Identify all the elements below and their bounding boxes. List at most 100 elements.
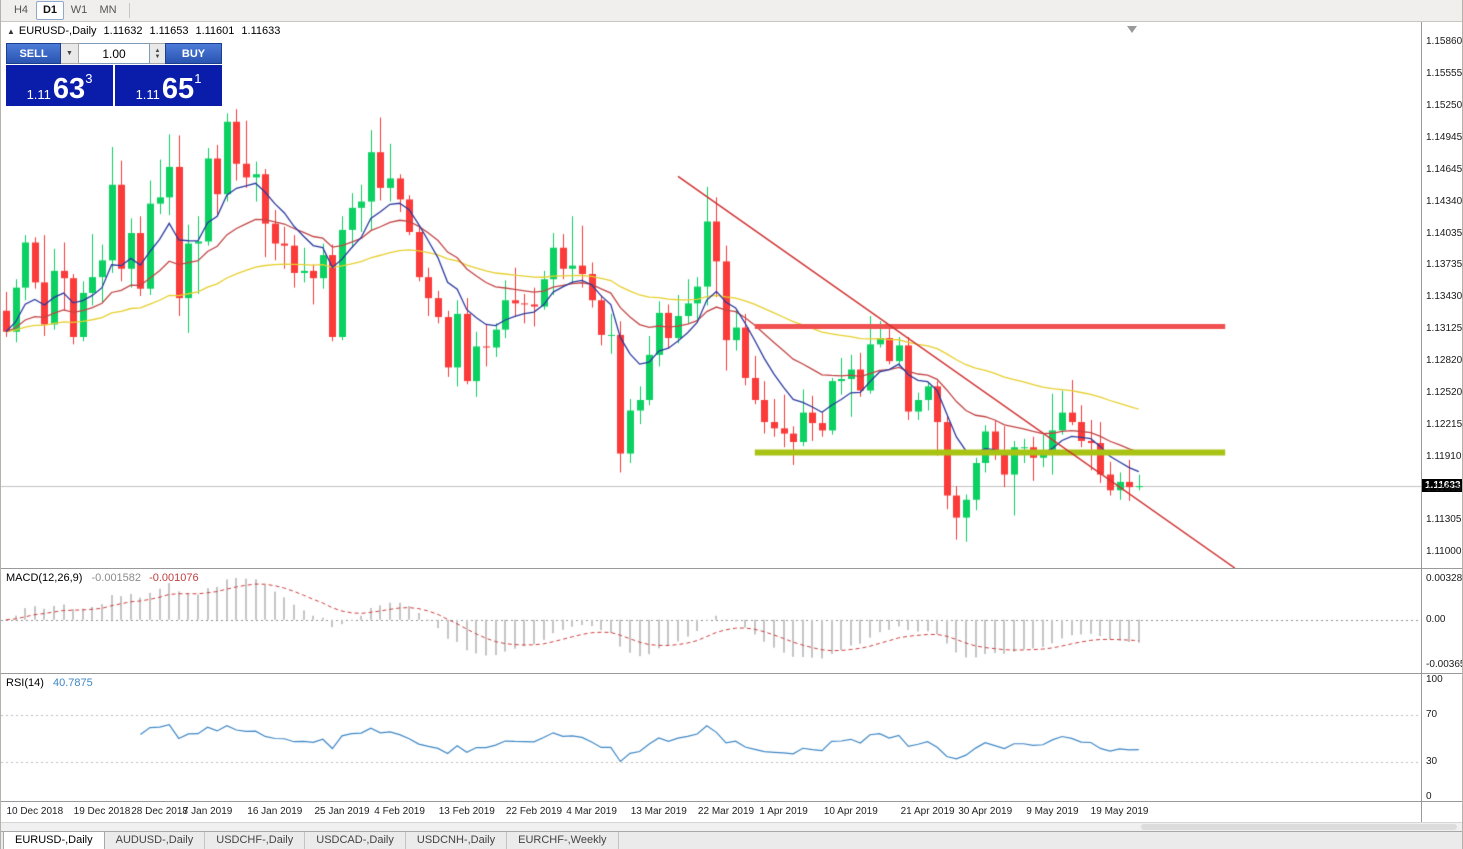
- rsi-plot: RSI(14) 40.7875: [1, 674, 1421, 801]
- ohlc-close: 1.11633: [241, 25, 281, 37]
- volume-spinner[interactable]: ▲ ▼: [150, 43, 165, 64]
- volume-value: 1.00: [102, 46, 126, 61]
- date-axis-label: 22 Mar 2019: [697, 806, 755, 817]
- price-scale-tick: 1.15250: [1426, 100, 1463, 111]
- macd-scale-tick: 0.003287: [1426, 573, 1463, 585]
- spinner-down-icon[interactable]: ▼: [154, 53, 161, 60]
- chart-symbol-label: EURUSD-,Daily: [18, 25, 97, 37]
- macd-name: MACD(12,26,9): [6, 572, 83, 584]
- timeframe-button-w1[interactable]: W1: [70, 4, 88, 16]
- rsi-panel: RSI(14) 40.7875 100 70 30 0: [1, 673, 1462, 803]
- chart-tab-eurusd-daily[interactable]: EURUSD-,Daily: [3, 832, 105, 849]
- date-axis-label: 30 Apr 2019: [958, 806, 1013, 817]
- price-scale-tick: 1.11000: [1426, 546, 1462, 558]
- price-scale-tick: 1.14340: [1426, 195, 1463, 207]
- date-axis-label: 13 Feb 2019: [438, 806, 495, 817]
- rsi-label: RSI(14) 40.7875: [6, 677, 93, 689]
- chart-header: ▲ EURUSD-,Daily 1.11632 1.11653 1.11601 …: [7, 25, 280, 37]
- rsi-value: 40.7875: [52, 677, 93, 689]
- price-scale-tick: 1.11305: [1426, 514, 1462, 526]
- volume-dropdown-icon[interactable]: ▼: [61, 43, 79, 64]
- volume-input[interactable]: 1.00: [79, 43, 150, 64]
- macd-scale-tick: 0.00: [1426, 613, 1446, 625]
- price-scale-tick: 1.15860: [1426, 35, 1463, 47]
- macd-value-2: -0.001076: [149, 572, 199, 584]
- sell-price[interactable]: 1.11 63 3: [6, 65, 113, 106]
- date-axis-label: 16 Jan 2019: [247, 806, 303, 817]
- sell-price-big: 63: [52, 73, 86, 106]
- date-axis-label: 19 Dec 2018: [73, 806, 131, 817]
- price-scale-tick: 1.14645: [1426, 163, 1463, 175]
- date-axis-label: 9 May 2019: [1026, 806, 1079, 817]
- date-axis[interactable]: 10 Dec 2018 19 Dec 2018 28 Dec 2018 7 Jan 2…: [1, 802, 1421, 822]
- rsi-scale-tick: 0: [1426, 791, 1432, 803]
- main-chart-canvas[interactable]: [1, 22, 1421, 568]
- one-click-trading-panel: SELL ▼ 1.00 ▲ ▼ BUY 1.11 63 3 1.11: [6, 43, 222, 106]
- rsi-scale-tick: 100: [1426, 673, 1443, 685]
- date-axis-label: 10 Dec 2018: [6, 806, 64, 817]
- macd-scale-tick: -0.003659: [1426, 659, 1462, 671]
- spinner-up-icon[interactable]: ▲: [154, 47, 161, 54]
- ohlc-open: 1.11632: [103, 25, 143, 37]
- date-axis-label: 4 Feb 2019: [374, 806, 425, 817]
- price-scale-tick: 1.13125: [1426, 323, 1463, 335]
- main-chart-panel: ▲ EURUSD-,Daily 1.11632 1.11653 1.11601 …: [1, 22, 1463, 568]
- date-axis-label: 22 Feb 2019: [505, 806, 563, 817]
- current-price-tag: 1.11633: [1422, 478, 1462, 492]
- price-scale-tick: 1.12215: [1426, 418, 1463, 430]
- chart-tab-usdcad-daily[interactable]: USDCAD-,Daily: [305, 832, 406, 849]
- chart-tab-eurchf-weekly[interactable]: EURCHF-,Weekly: [507, 832, 619, 849]
- rsi-scale-tick: 30: [1426, 756, 1438, 768]
- sell-button[interactable]: SELL: [6, 43, 61, 64]
- date-axis-label: 21 Apr 2019: [900, 806, 955, 817]
- timeframe-button-d1[interactable]: D1: [36, 1, 64, 20]
- one-click-collapse-icon[interactable]: ▲: [7, 26, 15, 36]
- buy-button[interactable]: BUY: [165, 43, 222, 64]
- ohlc-high: 1.11653: [149, 25, 189, 37]
- price-scale-tick: 1.11910: [1426, 450, 1462, 462]
- buy-price-big: 65: [161, 73, 195, 106]
- price-scale-tick: 1.11605: [1426, 482, 1462, 494]
- buy-price-base: 1.11: [135, 86, 160, 102]
- chart-tab-usdcnh-daily[interactable]: USDCNH-,Daily: [406, 832, 508, 849]
- main-chart-plot: ▲ EURUSD-,Daily 1.11632 1.11653 1.11601 …: [1, 22, 1421, 568]
- macd-value-1: -0.001582: [91, 572, 142, 584]
- date-axis-label: 28 Dec 2018: [131, 806, 188, 817]
- rsi-scale-tick: 70: [1426, 709, 1438, 721]
- date-axis-label: 10 Apr 2019: [823, 806, 878, 817]
- toolbar-separator: [129, 3, 130, 18]
- buy-price-sup: 1: [194, 71, 202, 86]
- chart-tab-bar: EURUSD-,Daily AUDUSD-,Daily USDCHF-,Daily U…: [1, 831, 1462, 849]
- price-scale-tick: 1.15555: [1426, 67, 1463, 79]
- price-scale-tick: 1.14035: [1426, 227, 1463, 239]
- date-axis-row: 10 Dec 2018 19 Dec 2018 28 Dec 2018 7 Jan 2…: [1, 801, 1462, 822]
- price-scale-tick: 1.14945: [1426, 132, 1463, 144]
- chart-tab-usdchf-daily[interactable]: USDCHF-,Daily: [205, 832, 306, 849]
- sell-price-sup: 3: [85, 71, 93, 86]
- buy-price[interactable]: 1.11 65 1: [115, 65, 222, 106]
- date-axis-label: 7 Jan 2019: [182, 806, 233, 817]
- rsi-scale-axis[interactable]: 100 70 30 0: [1421, 673, 1462, 803]
- chart-shift-marker-icon: [1127, 26, 1137, 33]
- price-scale-tick: 1.12520: [1426, 386, 1463, 398]
- macd-label: MACD(12,26,9) -0.001582 -0.001076: [6, 572, 199, 584]
- macd-plot: MACD(12,26,9) -0.001582 -0.001076: [1, 569, 1421, 673]
- timeframe-toolbar: H4 D1 W1 MN: [1, 0, 1462, 22]
- hscroll-thumb[interactable]: [1141, 824, 1457, 830]
- date-axis-label: 13 Mar 2019: [630, 806, 687, 817]
- price-axis[interactable]: 1.11633 1.15860 1.15555 1.15250 1.14945 1.14…: [1421, 22, 1463, 568]
- date-axis-label: 1 Apr 2019: [759, 806, 808, 817]
- macd-canvas[interactable]: [1, 569, 1421, 673]
- price-scale-tick: 1.13430: [1426, 291, 1463, 303]
- horizontal-scrollbar[interactable]: [1, 822, 1462, 831]
- sell-price-base: 1.11: [26, 86, 51, 102]
- axis-corner: [1421, 802, 1462, 822]
- macd-panel: MACD(12,26,9) -0.001582 -0.001076 0.0032…: [1, 568, 1463, 673]
- rsi-canvas[interactable]: [1, 674, 1421, 801]
- date-axis-label: 19 May 2019: [1090, 806, 1149, 817]
- timeframe-button-mn[interactable]: MN: [99, 4, 117, 16]
- macd-scale-axis[interactable]: 0.003287 0.00 -0.003659: [1421, 569, 1463, 673]
- timeframe-button-h4[interactable]: H4: [13, 4, 29, 16]
- chart-tab-audusd-daily[interactable]: AUDUSD-,Daily: [105, 832, 206, 849]
